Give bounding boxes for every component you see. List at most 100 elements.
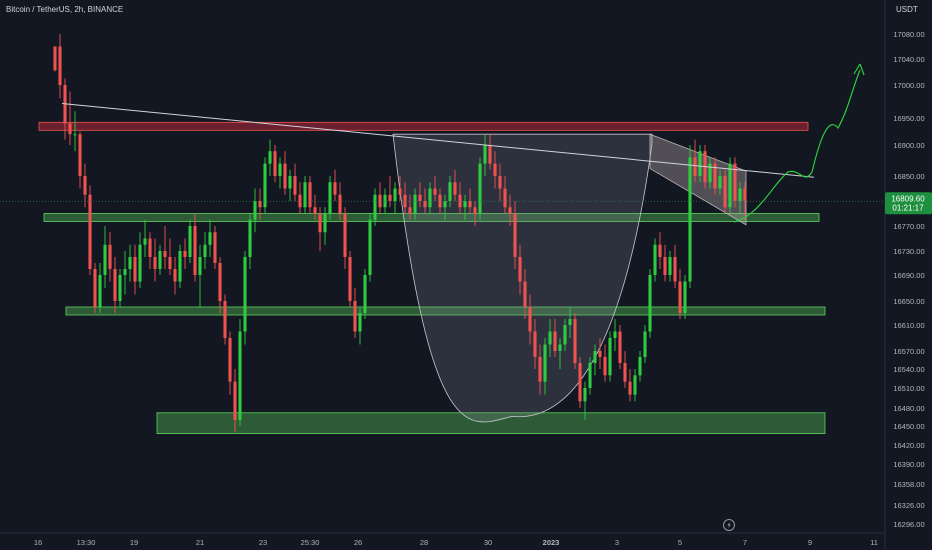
candle [733, 157, 737, 208]
candle [278, 157, 282, 189]
candle-body [178, 251, 182, 282]
candle [103, 226, 107, 288]
candle [133, 244, 137, 295]
candle [158, 244, 162, 275]
trendline [61, 102, 815, 178]
candle-body [708, 163, 712, 183]
candle-body [193, 226, 197, 275]
candle-body [83, 176, 87, 195]
candle-body [528, 307, 532, 332]
candle-body [263, 163, 267, 208]
candle-body [358, 313, 362, 332]
y-tick-label: 16480.00 [893, 404, 924, 413]
candle [573, 313, 577, 369]
candle-body [448, 182, 452, 201]
candle-body [628, 381, 632, 395]
candle [738, 182, 742, 214]
candle [98, 263, 102, 313]
candle [168, 238, 172, 275]
candle-body [713, 163, 717, 189]
candle-body [648, 275, 652, 332]
candle-body [468, 201, 472, 208]
candle-body [413, 194, 417, 214]
candle [218, 257, 222, 313]
candle [513, 201, 517, 269]
x-tick-label: 11 [870, 538, 878, 547]
candle [193, 213, 197, 282]
candle-body [608, 338, 612, 376]
candle [493, 151, 497, 189]
candle-body [203, 244, 207, 257]
candle [418, 182, 422, 208]
candle [488, 134, 492, 170]
candle-body [338, 194, 342, 214]
candle [618, 325, 622, 369]
candle-body [723, 176, 727, 208]
candle-body [453, 182, 457, 195]
candle [183, 238, 187, 269]
candle-body [688, 157, 692, 282]
candle [88, 185, 92, 275]
symbol-label: Bitcoin / TetherUS, 2h, BINANCE [6, 5, 123, 14]
candle [328, 176, 332, 220]
candle [363, 269, 367, 319]
y-tick-label: 16570.00 [893, 347, 924, 356]
x-tick-label: 13:30 [77, 538, 96, 547]
candle-body [588, 363, 592, 388]
candle [528, 294, 532, 345]
candle [138, 232, 142, 288]
candle-body [693, 157, 697, 176]
candle-body [483, 145, 487, 164]
tradingview-icon[interactable] [723, 519, 735, 531]
candle [333, 169, 337, 201]
candle [523, 269, 527, 319]
x-tick-label: 19 [130, 538, 138, 547]
candle [263, 157, 267, 214]
candle [663, 244, 667, 282]
candle [558, 338, 562, 369]
candle-body [518, 257, 522, 282]
candle-body [283, 163, 287, 189]
candle-body [493, 163, 497, 176]
candle [588, 357, 592, 395]
candle [543, 338, 547, 395]
candle-body [543, 344, 547, 382]
candle-body [128, 257, 132, 269]
candle [508, 194, 512, 226]
candle [368, 213, 372, 282]
candle [638, 351, 642, 382]
candle [188, 219, 192, 263]
current-price-tag: 16809.60 01:21:17 [885, 192, 932, 215]
candle-body [568, 319, 572, 325]
candle-body [508, 207, 512, 214]
candle-body [523, 281, 527, 307]
candle-body [743, 188, 747, 201]
x-tick-label: 28 [420, 538, 428, 547]
candle [308, 176, 312, 214]
candle [258, 188, 262, 220]
candle-body [618, 331, 622, 363]
candle-body [328, 182, 332, 214]
candle [58, 34, 62, 99]
x-tick-label: 7 [743, 538, 747, 547]
y-tick-label: 16420.00 [893, 441, 924, 450]
candle [713, 157, 717, 195]
candle [318, 207, 322, 251]
candle [373, 188, 377, 226]
candle [583, 381, 587, 420]
candle-body [308, 182, 312, 208]
candle-body [233, 381, 237, 420]
candle [503, 176, 507, 214]
candle [723, 169, 727, 214]
candle [498, 163, 502, 201]
candle [593, 344, 597, 376]
candle [208, 219, 212, 257]
y-tick-label: 16510.00 [893, 384, 924, 393]
candle [603, 344, 607, 382]
x-tick-label: 3 [615, 538, 619, 547]
x-tick-label: 16 [34, 538, 42, 547]
candle [438, 188, 442, 214]
candle-body [433, 188, 437, 195]
candle-body [353, 301, 357, 332]
